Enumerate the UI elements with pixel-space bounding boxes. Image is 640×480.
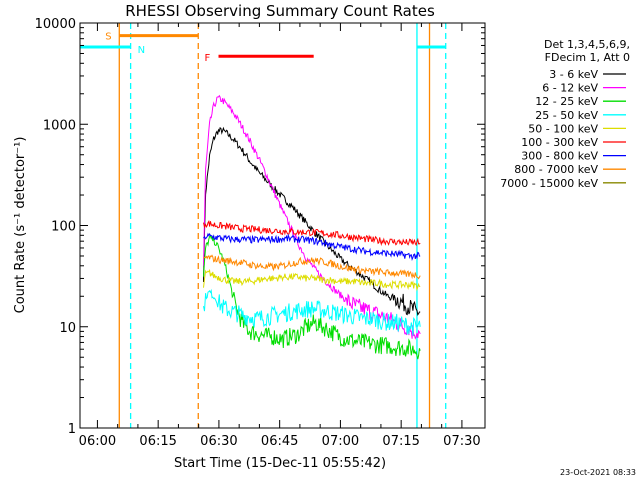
x-tick-label: 06:15 (139, 434, 176, 449)
x-axis-label: Start Time (15-Dec-11 05:55:42) (174, 456, 386, 471)
series-line-5 (203, 219, 421, 247)
flag-label-f: F (205, 53, 211, 64)
legend-header: Det 1,3,4,5,6,9, (544, 38, 630, 51)
legend-label: 100 - 300 keV (521, 136, 598, 149)
legend: Det 1,3,4,5,6,9,FDecim 1, Att 0 3 - 6 keV… (500, 38, 630, 190)
x-tick-label: 06:45 (261, 434, 298, 449)
legend-label: 300 - 800 keV (521, 150, 598, 163)
y-axis-label: Count Rate (s⁻¹ detector⁻¹) (13, 137, 28, 314)
y-tick-label: 1000 (43, 118, 76, 133)
y-tick-label: 10 (59, 321, 76, 336)
legend-label: 3 - 6 keV (549, 68, 598, 81)
x-tick-label: 06:30 (200, 434, 237, 449)
x-tick-label: 07:15 (382, 434, 419, 449)
flag-label-n: N (138, 45, 145, 56)
legend-label: 7000 - 15000 keV (500, 177, 598, 190)
series-line-2 (203, 234, 421, 360)
series-line-4 (203, 268, 421, 292)
legend-label: 800 - 7000 keV (514, 163, 598, 176)
x-tick-label: 07:30 (443, 434, 480, 449)
legend-label: 50 - 100 keV (528, 122, 598, 135)
x-tick-label: 07:00 (322, 434, 359, 449)
legend-label: 25 - 50 keV (535, 109, 598, 122)
series-line-6 (203, 232, 421, 262)
flag-label-s: S (105, 32, 111, 43)
legend-label: 12 - 25 keV (535, 95, 598, 108)
y-tick-label: 10000 (35, 17, 76, 32)
series-line-0 (203, 126, 421, 316)
legend-header: FDecim 1, Att 0 (545, 51, 630, 64)
x-tick-label: 06:00 (79, 434, 116, 449)
timestamp-label: 23-Oct-2021 08:33 (560, 468, 636, 477)
legend-label: 6 - 12 keV (542, 82, 598, 95)
plot-frame (79, 22, 486, 429)
chart-title: RHESSI Observing Summary Count Rates (125, 2, 435, 20)
series-line-7 (203, 254, 421, 280)
series-line-3 (203, 288, 421, 336)
y-tick-label: 100 (51, 220, 76, 235)
y-tick-label: 1 (68, 422, 76, 437)
